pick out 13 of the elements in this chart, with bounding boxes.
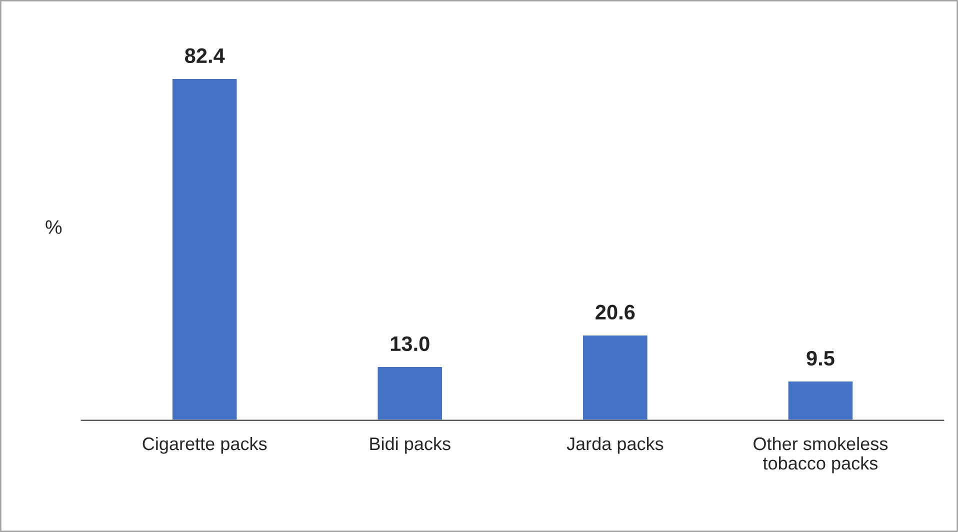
bar (376, 366, 444, 420)
data-label: 20.6 (596, 304, 635, 320)
bar (582, 334, 649, 420)
x-tick-label: Jarda packs (566, 436, 664, 454)
x-tick-label: Cigarette packs (142, 436, 267, 454)
x-tick-label: Other smokeless tobacco packs (754, 436, 888, 474)
y-axis-title: % (46, 220, 62, 234)
data-label: 9.5 (806, 350, 834, 366)
bar (171, 78, 238, 420)
data-label: 13.0 (390, 336, 430, 352)
data-label: 82.4 (184, 48, 225, 64)
x-tick-label: Bidi packs (370, 436, 450, 454)
bar (786, 380, 854, 420)
